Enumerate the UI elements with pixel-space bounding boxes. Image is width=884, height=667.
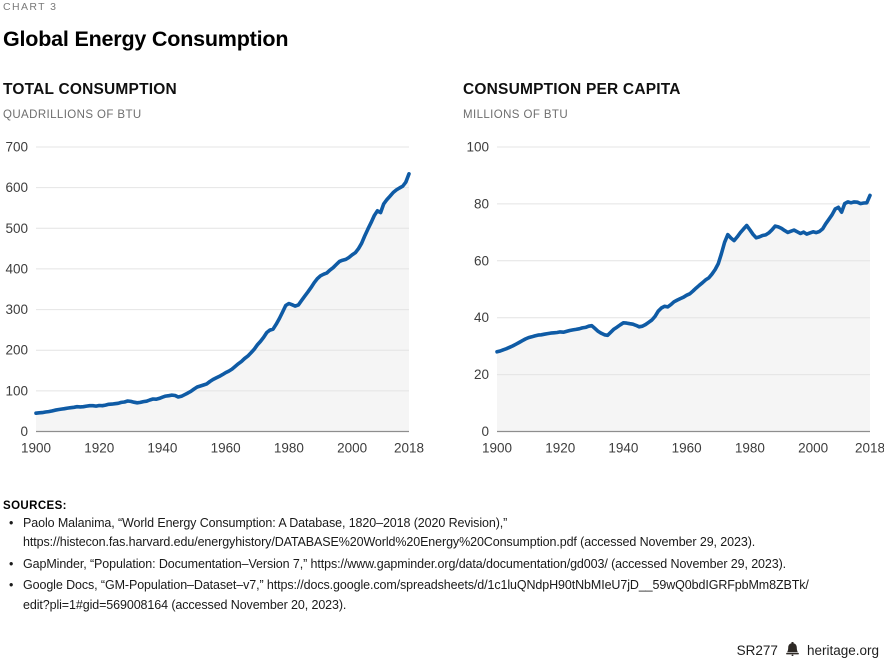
source-url: https://histecon.fas.harvard.edu/energyh… xyxy=(23,535,756,550)
svg-text:700: 700 xyxy=(5,140,28,155)
svg-text:1900: 1900 xyxy=(482,441,512,456)
svg-text:300: 300 xyxy=(5,302,28,317)
figure-title: Global Energy Consumption xyxy=(3,27,289,51)
per-capita-chart: 0 20 40 60 80 100 1900 1920 1940 1960 1980 2000 2018 xyxy=(466,140,884,456)
svg-text:100: 100 xyxy=(466,140,489,155)
svg-text:1980: 1980 xyxy=(274,441,304,456)
source-text: GapMinder, “Population: Documentation–Ve… xyxy=(23,556,787,571)
svg-text:1900: 1900 xyxy=(21,441,51,456)
svg-text:1940: 1940 xyxy=(147,441,177,456)
sources-heading: SOURCES: xyxy=(3,500,67,512)
svg-text:500: 500 xyxy=(5,221,28,236)
liberty-bell-icon xyxy=(785,642,800,659)
svg-text:200: 200 xyxy=(5,343,28,358)
source-item: • Google Docs, “GM-Population–Dataset–v7… xyxy=(3,576,873,615)
report-id: SR277 xyxy=(736,643,778,658)
svg-text:1960: 1960 xyxy=(672,441,702,456)
svg-text:1920: 1920 xyxy=(545,441,575,456)
bullet-icon: • xyxy=(9,556,14,571)
svg-text:100: 100 xyxy=(5,383,28,398)
source-url: edit?pli=1#gid=569008164 (accessed Novem… xyxy=(23,597,347,612)
right-chart-unit-label: MILLIONS OF BTU xyxy=(463,109,569,121)
sources-block: SOURCES: • Paolo Malanima, “World Energy… xyxy=(3,500,873,615)
bullet-icon: • xyxy=(9,578,14,593)
chart-number-label: CHART 3 xyxy=(3,1,58,13)
svg-text:400: 400 xyxy=(5,261,28,276)
svg-text:20: 20 xyxy=(474,367,489,382)
source-item: • GapMinder, “Population: Documentation–… xyxy=(3,555,873,574)
svg-text:2018: 2018 xyxy=(855,441,884,456)
svg-text:2000: 2000 xyxy=(798,441,828,456)
svg-text:60: 60 xyxy=(474,253,489,268)
report-footer: SR277 heritage.org xyxy=(737,642,879,659)
source-text: Paolo Malanima, “World Energy Consumptio… xyxy=(23,516,508,530)
svg-text:0: 0 xyxy=(481,424,489,439)
svg-text:2000: 2000 xyxy=(337,441,367,456)
svg-text:2018: 2018 xyxy=(394,441,424,456)
left-chart-unit-label: QUADRILLIONS OF BTU xyxy=(3,109,142,121)
svg-text:1940: 1940 xyxy=(608,441,638,456)
total-consumption-chart: 0 100 200 300 400 500 600 700 1900 1920 1940 1960 19… xyxy=(5,140,424,456)
bullet-icon: • xyxy=(9,516,14,530)
svg-text:40: 40 xyxy=(474,310,489,325)
site-name: heritage.org xyxy=(806,643,879,658)
svg-text:80: 80 xyxy=(474,196,489,211)
svg-text:1980: 1980 xyxy=(735,441,765,456)
svg-text:600: 600 xyxy=(5,180,28,195)
svg-text:0: 0 xyxy=(20,424,28,439)
right-chart-title: CONSUMPTION PER CAPITA xyxy=(463,81,681,98)
source-text: Google Docs, “GM-Population–Dataset–v7,”… xyxy=(23,578,809,593)
source-item: • Paolo Malanima, “World Energy Consumpt… xyxy=(3,514,873,553)
svg-text:1920: 1920 xyxy=(84,441,114,456)
left-chart-title: TOTAL CONSUMPTION xyxy=(3,81,177,98)
svg-text:1960: 1960 xyxy=(211,441,241,456)
